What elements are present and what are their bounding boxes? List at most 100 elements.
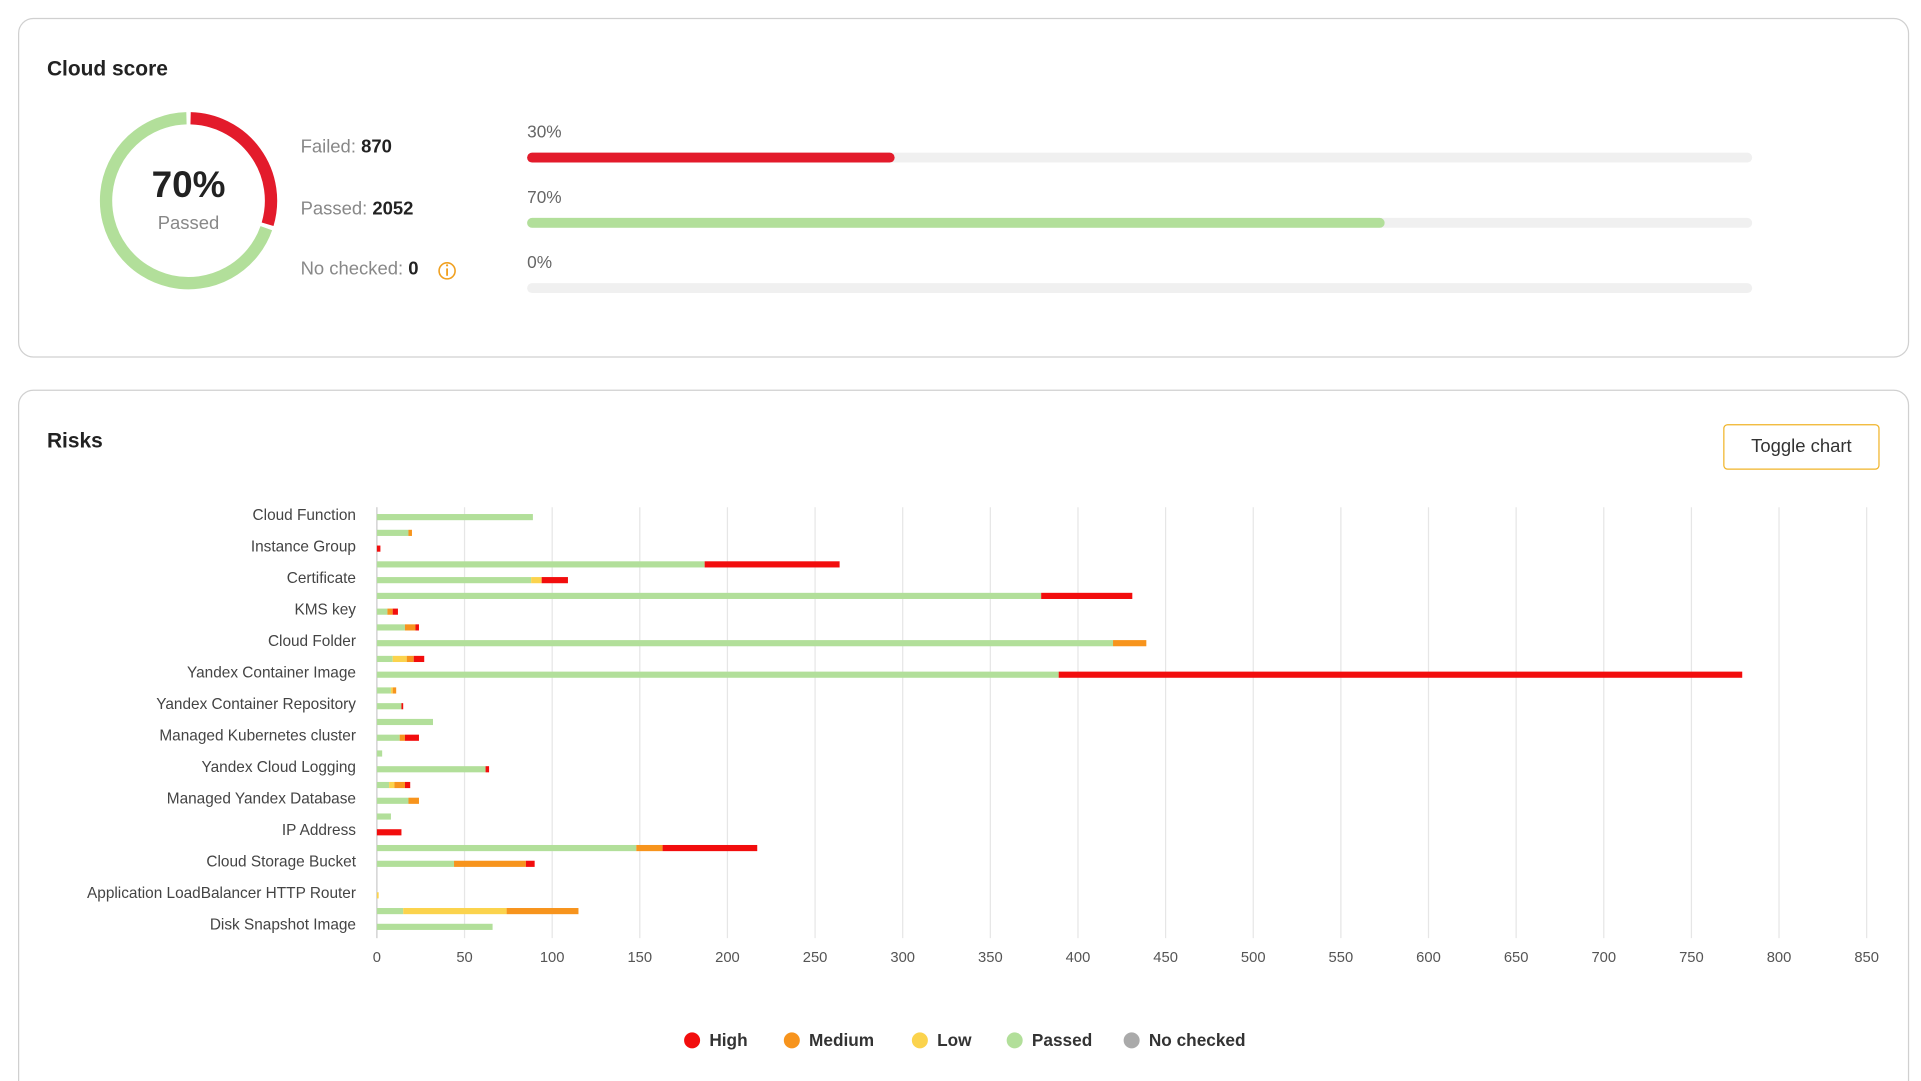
bar-segment bbox=[376, 529, 409, 536]
y-tick-label: Application LoadBalancer HTTP Router bbox=[87, 885, 356, 902]
bar-segment bbox=[531, 577, 542, 584]
y-tick-label: Yandex Container Repository bbox=[156, 696, 356, 713]
card-title: Cloud score bbox=[47, 58, 168, 81]
bar-segment bbox=[404, 734, 419, 741]
y-tick-label: Yandex Cloud Logging bbox=[202, 759, 356, 776]
bar-segment bbox=[376, 892, 379, 899]
y-tick-label: Cloud Folder bbox=[268, 633, 356, 650]
y-tick-label: KMS key bbox=[294, 601, 356, 618]
bar-segment bbox=[408, 529, 412, 536]
progress-label: 30% bbox=[527, 122, 561, 142]
bar-segment bbox=[376, 703, 402, 710]
bar-segment bbox=[376, 750, 383, 757]
bar-segment bbox=[387, 608, 393, 615]
bar-segment bbox=[390, 687, 393, 694]
legend-label: Low bbox=[937, 1030, 972, 1050]
y-tick-label: Instance Group bbox=[251, 538, 356, 555]
bar-segment bbox=[376, 577, 532, 584]
bar-segment bbox=[1058, 671, 1743, 678]
bar-segment bbox=[376, 718, 433, 726]
legend-swatch bbox=[783, 1032, 800, 1049]
bar-segment bbox=[376, 655, 393, 663]
bar-segment bbox=[376, 608, 388, 615]
bar-segment bbox=[376, 781, 390, 789]
bar-segment bbox=[376, 545, 381, 552]
x-tick-label: 850 bbox=[1854, 950, 1879, 966]
y-tick-label: Yandex Container Image bbox=[187, 665, 356, 682]
bar-segment bbox=[404, 781, 411, 789]
y-tick-label: Cloud Storage Bucket bbox=[206, 854, 356, 871]
bar-segment bbox=[662, 844, 758, 852]
bar-segment bbox=[399, 734, 405, 741]
y-tick-label: Cloud Function bbox=[253, 507, 356, 524]
x-tick-label: 50 bbox=[456, 950, 472, 966]
bar-segment bbox=[376, 561, 705, 568]
progress-label: 0% bbox=[527, 252, 552, 272]
bar-segment bbox=[392, 687, 397, 694]
bar-segment bbox=[525, 860, 535, 867]
bar-segment bbox=[392, 655, 407, 663]
y-tick-label: Certificate bbox=[287, 570, 356, 587]
bar-segment bbox=[376, 624, 405, 631]
y-tick-label: Disk Snapshot Image bbox=[210, 917, 356, 934]
bar-segment bbox=[376, 829, 402, 836]
bar-segment bbox=[376, 797, 409, 804]
info-icon[interactable] bbox=[438, 262, 456, 280]
bar-segment bbox=[376, 908, 404, 915]
progress-bar bbox=[527, 217, 1385, 228]
bar-segment bbox=[376, 514, 533, 521]
stat-label: Passed: 2052 bbox=[301, 197, 414, 218]
bar-segment bbox=[376, 813, 391, 820]
bar-segment bbox=[415, 624, 419, 631]
stat-label: No checked: 0 bbox=[301, 258, 419, 279]
y-tick-label: IP Address bbox=[282, 822, 356, 839]
bar-segment bbox=[376, 734, 400, 741]
bar-segment bbox=[394, 781, 405, 789]
stat-value: 0 bbox=[408, 258, 418, 279]
stat-name: Passed: bbox=[301, 197, 368, 218]
bar-segment bbox=[401, 703, 404, 710]
x-tick-label: 600 bbox=[1416, 950, 1441, 966]
bar-segment bbox=[376, 766, 486, 773]
bar-segment bbox=[376, 592, 1042, 599]
legend-label: No checked bbox=[1149, 1030, 1246, 1050]
bar-segment bbox=[1113, 640, 1147, 647]
donut-segment bbox=[99, 112, 273, 290]
x-tick-label: 200 bbox=[715, 950, 740, 966]
bar-segment bbox=[376, 923, 493, 930]
progress-bar bbox=[527, 152, 895, 163]
x-tick-label: 750 bbox=[1679, 950, 1704, 966]
x-tick-label: 650 bbox=[1504, 950, 1529, 966]
y-tick-label: Managed Kubernetes cluster bbox=[159, 728, 356, 745]
x-tick-label: 0 bbox=[373, 950, 381, 966]
stat-label: Failed: 870 bbox=[301, 136, 392, 157]
bar-segment bbox=[376, 640, 1114, 647]
score-caption: Passed bbox=[158, 212, 220, 233]
legend-label: Medium bbox=[809, 1030, 874, 1050]
x-tick-label: 100 bbox=[540, 950, 565, 966]
stat-value: 870 bbox=[361, 136, 392, 157]
bar-segment bbox=[506, 908, 579, 915]
x-tick-label: 350 bbox=[978, 950, 1003, 966]
bar-segment bbox=[1041, 592, 1133, 599]
bar-segment bbox=[541, 577, 568, 584]
bar-segment bbox=[413, 655, 425, 663]
bar-segment bbox=[389, 781, 395, 789]
progress-label: 70% bbox=[527, 187, 561, 207]
toggle-button[interactable] bbox=[1723, 424, 1880, 470]
stat-name: No checked: bbox=[301, 258, 404, 279]
card-title: Risks bbox=[47, 430, 103, 453]
legend-swatch bbox=[1123, 1032, 1140, 1049]
bar-segment bbox=[376, 860, 455, 867]
toggle-button-label[interactable]: Toggle chart bbox=[1751, 435, 1852, 456]
bar-segment bbox=[376, 687, 391, 694]
bar-segment bbox=[485, 766, 490, 773]
x-tick-label: 250 bbox=[803, 950, 828, 966]
x-tick-label: 500 bbox=[1241, 950, 1266, 966]
legend-swatch bbox=[911, 1032, 928, 1049]
legend-swatch bbox=[1006, 1032, 1023, 1049]
score-card bbox=[18, 17, 1910, 358]
x-tick-label: 400 bbox=[1066, 950, 1091, 966]
